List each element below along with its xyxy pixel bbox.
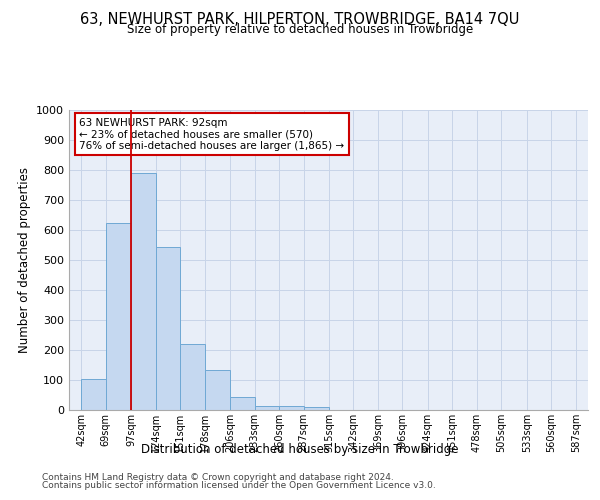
Text: Contains HM Land Registry data © Crown copyright and database right 2024.: Contains HM Land Registry data © Crown c… xyxy=(42,472,394,482)
Bar xyxy=(131,173,155,410)
Y-axis label: Number of detached properties: Number of detached properties xyxy=(17,167,31,353)
Bar xyxy=(205,370,230,410)
Text: 63 NEWHURST PARK: 92sqm
← 23% of detached houses are smaller (570)
76% of semi-d: 63 NEWHURST PARK: 92sqm ← 23% of detache… xyxy=(79,118,344,150)
Text: Size of property relative to detached houses in Trowbridge: Size of property relative to detached ho… xyxy=(127,22,473,36)
Bar xyxy=(279,406,304,410)
Text: 63, NEWHURST PARK, HILPERTON, TROWBRIDGE, BA14 7QU: 63, NEWHURST PARK, HILPERTON, TROWBRIDGE… xyxy=(80,12,520,28)
Bar xyxy=(180,344,205,410)
Text: Distribution of detached houses by size in Trowbridge: Distribution of detached houses by size … xyxy=(141,442,459,456)
Text: Contains public sector information licensed under the Open Government Licence v3: Contains public sector information licen… xyxy=(42,481,436,490)
Bar xyxy=(304,407,329,410)
Bar xyxy=(230,397,254,410)
Bar xyxy=(254,406,279,410)
Bar xyxy=(106,222,131,410)
Bar xyxy=(81,379,106,410)
Bar xyxy=(155,246,180,410)
